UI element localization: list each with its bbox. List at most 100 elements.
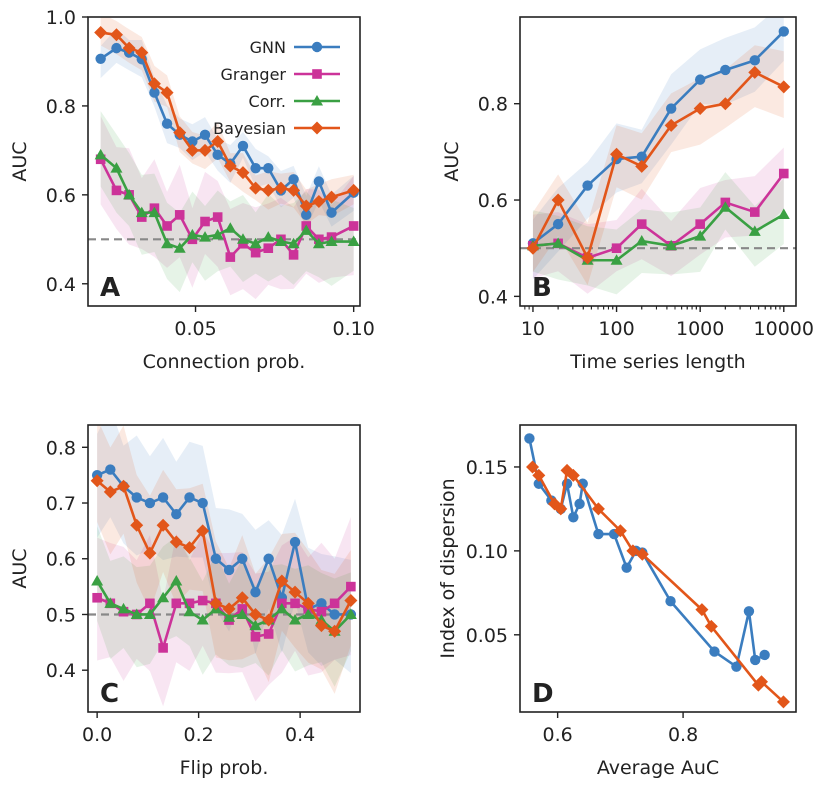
panel-b-point-bayesian <box>610 147 624 161</box>
panel-a-xtick-label: 0.10 <box>333 318 375 340</box>
panel-d-point-bayesian <box>635 547 649 561</box>
panel-a-point-bayesian <box>160 86 174 100</box>
panel-a-point-gnn <box>263 162 274 174</box>
panel-d-frame <box>519 424 797 713</box>
panel-c-point-bayesian <box>301 596 315 610</box>
panel-b-point-granger <box>778 168 789 179</box>
panel-b: 10 100 1000 10000 0.4 0.6 0.8 Time series lengt… <box>441 16 814 373</box>
panel-c-ytick-label: 0.5 <box>46 604 76 626</box>
panel-a-point-bayesian <box>325 190 339 204</box>
panel-c-point-bayesian <box>262 613 276 627</box>
panel-a-point-corr <box>249 237 262 249</box>
panel-b-point-granger <box>636 219 647 229</box>
panel-c-point-corr <box>236 608 249 619</box>
panel-b-point-corr <box>719 201 732 212</box>
panel-d-point-gnn <box>524 433 535 444</box>
panel-c-point-bayesian <box>117 479 131 493</box>
panel-a-point-granger <box>250 247 261 258</box>
panel-d-point-gnn <box>743 606 755 617</box>
panel-c-point-granger <box>290 598 300 609</box>
panel-c-point-gnn <box>157 492 169 503</box>
panel-a-point-corr <box>135 206 148 218</box>
panel-d-xtick-label: 0.6 <box>543 724 573 746</box>
panel-c-point-gnn <box>289 536 301 548</box>
panel-c-ytick-label: 0.6 <box>46 549 76 571</box>
legend: GNN Granger Corr. Bayesian <box>213 38 340 138</box>
panel-a-point-gnn <box>250 162 261 174</box>
legend-label-granger: Granger <box>221 65 287 84</box>
panel-b-point-corr <box>777 208 790 219</box>
panel-b-point-gnn <box>720 64 731 76</box>
legend-marker-corr <box>311 95 323 106</box>
panel-b-point-corr <box>552 237 565 248</box>
panel-b-point-bayesian <box>693 102 707 116</box>
panel-b-point-corr <box>610 254 623 265</box>
panel-c-point-gnn <box>329 609 340 620</box>
panel-c-point-granger <box>158 643 168 653</box>
panel-b-point-gnn <box>582 180 593 191</box>
panel-a-point-corr <box>148 206 161 218</box>
panel-c-point-gnn <box>316 598 327 609</box>
panel-a-point-gnn <box>111 42 122 54</box>
panel-b-band-gnn <box>532 17 784 280</box>
panel-c-point-corr <box>344 608 357 619</box>
panel-d-point-gnn <box>574 498 585 510</box>
panel-c-point-granger <box>346 581 356 592</box>
panel-c-point-gnn <box>237 553 248 564</box>
panel-c-point-bayesian <box>182 541 196 555</box>
panel-c-point-granger <box>250 631 261 642</box>
panel-c-point-gnn <box>144 497 156 509</box>
panel-b-point-granger <box>749 207 760 217</box>
panel-a-point-bayesian <box>147 77 161 91</box>
panel-c-point-bayesian <box>130 518 144 532</box>
panel-d-point-bayesian <box>591 502 605 516</box>
panel-a-point-corr <box>274 235 287 247</box>
panel-d-point-bayesian <box>532 468 546 482</box>
panel-c-point-corr <box>223 611 236 622</box>
panel-c-xtick-label: 0.0 <box>82 724 112 746</box>
panel-b-point-gnn <box>749 55 760 66</box>
panel-a-point-bayesian <box>312 195 326 209</box>
panel-a-point-gnn <box>237 140 249 152</box>
panel-d-point-gnn <box>593 528 604 540</box>
panel-b-letter: B <box>532 273 552 303</box>
panel-a-band-bayesian <box>100 17 354 225</box>
panel-a-point-bayesian <box>135 46 149 60</box>
panel-a-point-gnn <box>313 176 325 187</box>
panel-c-point-gnn <box>250 586 261 598</box>
panel-b-plot-area <box>520 17 796 295</box>
legend-label-corr: Corr. <box>249 92 286 111</box>
panel-b-point-granger <box>695 219 705 229</box>
panel-d-xtick-label: 0.8 <box>668 724 698 746</box>
panel-a-point-bayesian <box>109 28 123 42</box>
panel-c-point-granger <box>92 592 102 603</box>
panel-c-point-granger <box>171 598 182 609</box>
panel-a-point-granger <box>348 221 359 231</box>
panel-a-point-granger <box>212 212 223 222</box>
panel-c-point-corr <box>91 575 104 586</box>
panel-a-point-corr <box>325 235 338 247</box>
panel-c-point-bayesian <box>235 591 249 605</box>
panel-a-point-bayesian <box>347 183 360 197</box>
panel-b-point-corr <box>635 234 648 246</box>
panel-b-line-gnn <box>532 30 785 245</box>
panel-a-point-corr <box>347 235 360 247</box>
panel-a-point-bayesian <box>122 41 136 55</box>
panel-d-point-bayesian <box>776 695 790 709</box>
panel-a-point-bayesian <box>223 159 237 173</box>
panel-a-xlabel: Connection prob. <box>143 351 306 373</box>
panel-a-point-corr <box>312 237 325 249</box>
panel-b-point-bayesian <box>581 251 595 265</box>
panel-a-point-bayesian <box>236 166 250 180</box>
panel-c-point-corr <box>275 602 288 614</box>
panel-a-point-bayesian <box>173 126 187 140</box>
panel-a-point-corr <box>110 162 123 173</box>
panel-a-point-granger <box>174 210 185 220</box>
panel-d-point-gnn <box>568 512 579 523</box>
panel-c-point-corr <box>104 597 117 608</box>
panel-c-band-gnn <box>97 425 351 674</box>
panel-a-point-gnn <box>326 207 337 218</box>
panel-a-point-gnn <box>187 136 198 147</box>
panel-a-point-corr <box>211 228 224 240</box>
